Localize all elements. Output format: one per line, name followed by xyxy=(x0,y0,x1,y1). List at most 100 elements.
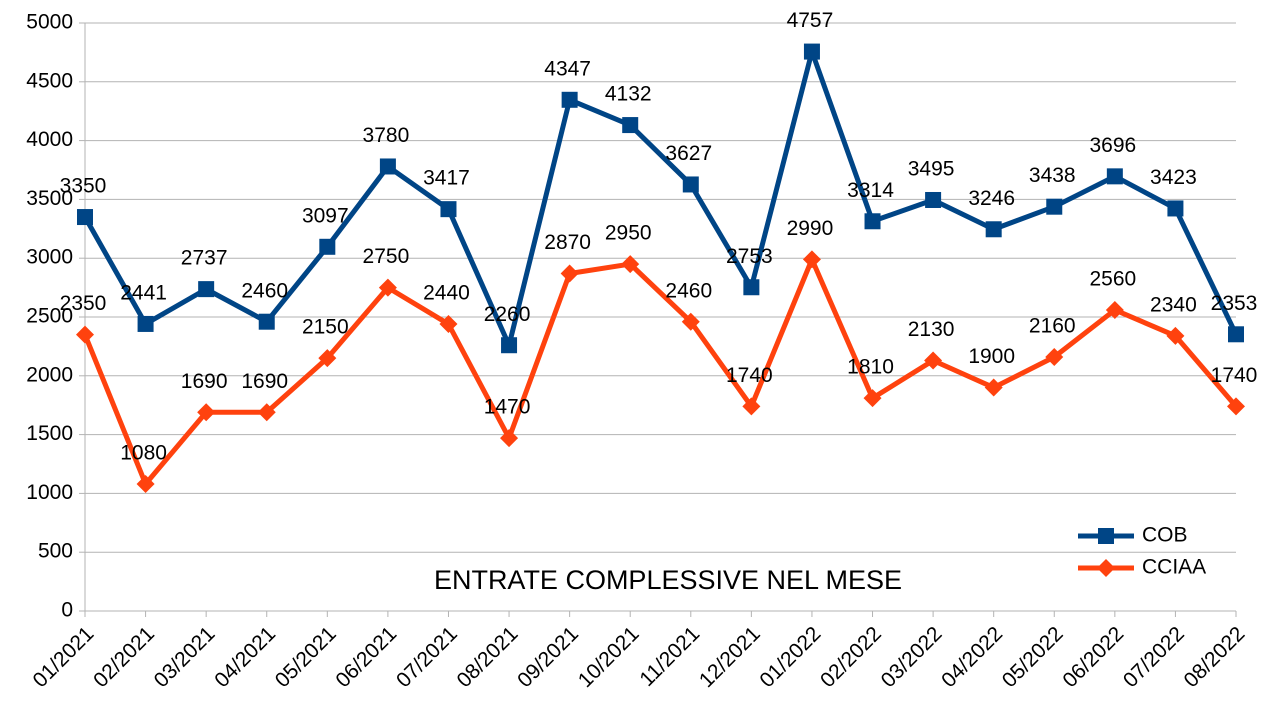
y-tick-label: 4500 xyxy=(26,69,73,92)
data-label: 3627 xyxy=(665,142,712,165)
x-tick-label: 08/2022 xyxy=(1180,622,1250,692)
data-label: 2950 xyxy=(605,222,652,245)
data-label: 2990 xyxy=(787,217,834,240)
x-tick-label: 04/2021 xyxy=(210,622,280,692)
data-label: 1080 xyxy=(120,442,167,465)
data-point xyxy=(500,429,519,448)
legend-label: CCIAA xyxy=(1142,556,1206,579)
data-point xyxy=(1105,300,1124,319)
data-label: 2340 xyxy=(1150,293,1197,316)
x-tick-label: 05/2022 xyxy=(998,622,1068,692)
x-tick-label: 04/2022 xyxy=(937,622,1007,692)
data-label: 3423 xyxy=(1150,166,1197,189)
x-tick-label: 03/2021 xyxy=(150,622,220,692)
data-label: 3314 xyxy=(847,179,894,202)
data-label: 2260 xyxy=(484,303,531,326)
data-point xyxy=(742,397,761,416)
data-label: 2460 xyxy=(665,279,712,302)
x-tick-label: 02/2021 xyxy=(89,622,159,692)
data-point xyxy=(682,176,699,193)
data-label: 2441 xyxy=(120,281,167,304)
legend-label: COB xyxy=(1142,524,1188,547)
x-tick-label: 03/2022 xyxy=(877,622,947,692)
data-label: 1900 xyxy=(968,345,1015,368)
data-label: 1690 xyxy=(181,370,228,393)
data-label: 2353 xyxy=(1211,292,1258,315)
data-point xyxy=(257,403,276,422)
x-tick-label: 10/2021 xyxy=(574,622,644,692)
data-point xyxy=(501,337,518,354)
data-point xyxy=(197,403,216,422)
data-point xyxy=(802,250,821,269)
data-point xyxy=(863,389,882,408)
data-label: 3696 xyxy=(1089,134,1136,157)
data-point xyxy=(561,91,578,108)
x-tick-label: 02/2022 xyxy=(816,622,886,692)
data-point xyxy=(440,201,457,218)
data-point xyxy=(76,325,94,344)
data-label: 1690 xyxy=(241,370,288,393)
data-label: 1740 xyxy=(1211,364,1258,387)
data-label: 2560 xyxy=(1089,267,1136,290)
data-point xyxy=(198,281,215,298)
data-point xyxy=(622,117,639,134)
data-label: 3097 xyxy=(302,204,349,227)
x-tick-label: 01/2021 xyxy=(29,622,99,692)
x-tick-label: 05/2021 xyxy=(271,622,341,692)
y-tick-label: 0 xyxy=(61,599,73,622)
data-point xyxy=(743,279,760,296)
data-label: 4757 xyxy=(787,9,834,32)
x-tick-label: 06/2021 xyxy=(331,622,401,692)
x-tick-label: 01/2022 xyxy=(755,622,825,692)
data-label: 2350 xyxy=(60,292,107,315)
y-tick-label: 4000 xyxy=(26,128,73,151)
x-tick-label: 07/2022 xyxy=(1119,622,1189,692)
data-point xyxy=(681,312,700,331)
data-label: 2750 xyxy=(363,245,410,268)
data-point xyxy=(136,474,155,493)
data-point xyxy=(77,209,93,226)
y-tick-label: 1000 xyxy=(26,481,73,504)
data-point xyxy=(439,315,458,334)
data-label: 1810 xyxy=(847,356,894,379)
series-line xyxy=(82,49,1239,348)
y-tick-label: 1500 xyxy=(26,422,73,445)
data-label: 3438 xyxy=(1029,164,1076,187)
data-label: 1740 xyxy=(726,364,773,387)
y-tick-label: 5000 xyxy=(26,11,73,34)
data-point xyxy=(1167,200,1184,217)
data-point xyxy=(621,255,640,274)
data-point xyxy=(378,278,397,297)
data-point xyxy=(924,351,943,370)
data-point xyxy=(318,349,337,368)
series-line xyxy=(82,256,1238,487)
data-label: 2460 xyxy=(241,279,288,302)
data-point xyxy=(864,213,881,230)
data-point xyxy=(379,158,396,175)
data-label: 3780 xyxy=(363,124,410,147)
data-label: 1470 xyxy=(484,396,531,419)
data-label: 3350 xyxy=(60,175,107,198)
data-point xyxy=(137,315,154,332)
data-point xyxy=(1227,397,1245,416)
data-label: 2150 xyxy=(302,316,349,339)
data-point xyxy=(1166,326,1185,345)
x-tick-label: 09/2021 xyxy=(513,622,583,692)
y-tick-label: 2500 xyxy=(26,305,73,328)
data-label: 2130 xyxy=(908,318,955,341)
data-point xyxy=(1228,326,1244,343)
x-tick-label: 06/2022 xyxy=(1058,622,1128,692)
legend-marker xyxy=(1098,528,1114,544)
y-tick-label: 500 xyxy=(38,540,73,563)
data-point xyxy=(985,221,1002,238)
data-point xyxy=(560,264,579,283)
data-label: 2870 xyxy=(544,231,591,254)
grid xyxy=(85,22,1236,612)
x-tick-label: 11/2021 xyxy=(635,622,704,691)
data-label: 3246 xyxy=(968,187,1015,210)
x-tick-label: 07/2021 xyxy=(392,622,462,692)
data-point xyxy=(1046,198,1063,215)
data-label: 3417 xyxy=(423,167,470,190)
